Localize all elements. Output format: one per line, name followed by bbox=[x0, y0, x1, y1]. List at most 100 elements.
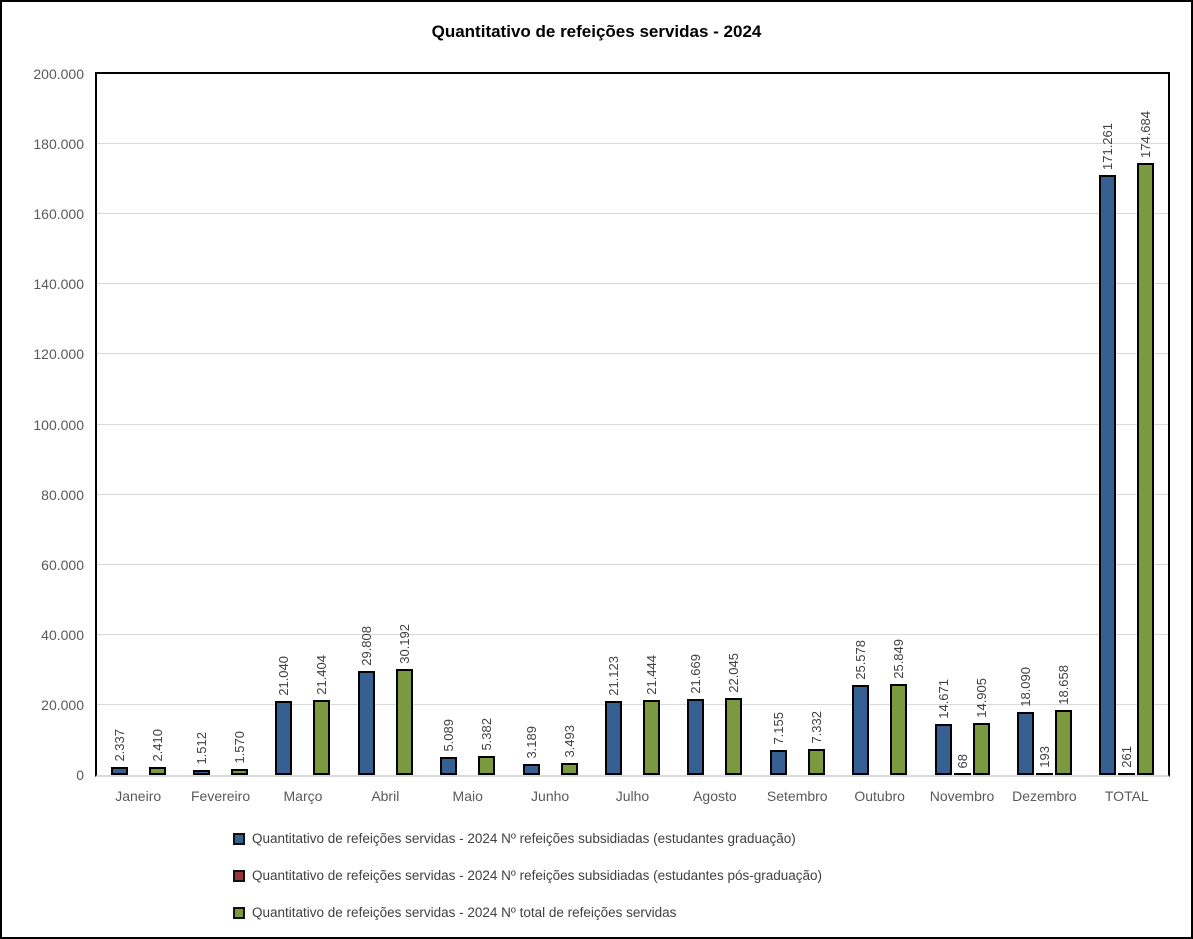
bar-value-label: 30.192 bbox=[396, 624, 413, 664]
y-axis-label: 120.000 bbox=[33, 346, 84, 363]
bar-value-label: 14.671 bbox=[935, 679, 952, 719]
bar-value-text: 3.493 bbox=[561, 725, 577, 758]
bar-value-label: 25.849 bbox=[890, 639, 907, 679]
bar-value-text: 21.404 bbox=[314, 655, 330, 695]
bar-value-label: 3.189 bbox=[523, 726, 540, 759]
x-axis-label: Setembro bbox=[766, 788, 828, 804]
bar bbox=[605, 701, 622, 775]
bar bbox=[1035, 773, 1053, 775]
bar-value-text: 1.512 bbox=[194, 732, 210, 765]
bar bbox=[522, 764, 540, 775]
bar-value-text: 1.570 bbox=[232, 731, 248, 764]
legend-swatch bbox=[233, 906, 245, 919]
bar bbox=[852, 685, 870, 775]
bar bbox=[769, 750, 787, 775]
y-axis-label: 80.000 bbox=[41, 486, 84, 503]
bar-value-label: 1.570 bbox=[231, 731, 248, 764]
bar-value-label: 29.808 bbox=[358, 626, 375, 666]
gridline bbox=[97, 703, 1168, 705]
legend-item: Quantitativo de refeições servidas - 202… bbox=[233, 867, 822, 884]
bar-value-text: 193 bbox=[1036, 746, 1052, 768]
bar-value-label: 7.332 bbox=[808, 711, 825, 744]
x-axis-label: Maio bbox=[452, 788, 483, 804]
bar-value-text: 7.332 bbox=[808, 711, 824, 744]
bar-value-label: 21.123 bbox=[605, 656, 622, 696]
bar-value-label: 21.404 bbox=[313, 655, 330, 695]
y-axis-label: 140.000 bbox=[33, 276, 84, 293]
gridline bbox=[97, 353, 1168, 355]
y-axis: 0 20.000 40.000 60.000 80.000 100.000 120.000 1… bbox=[2, 66, 88, 783]
bar-value-text: 18.658 bbox=[1055, 665, 1071, 705]
bar-value-label: 2.337 bbox=[111, 729, 128, 762]
x-axis-label: Fevereiro bbox=[190, 788, 251, 804]
bar bbox=[1118, 773, 1136, 775]
x-axis-label: Outubro bbox=[854, 788, 905, 804]
y-axis-label: 60.000 bbox=[41, 556, 84, 573]
bar-value-label: 25.578 bbox=[852, 640, 869, 680]
bar-value-label: 21.669 bbox=[687, 654, 704, 694]
bar-value-text: 261 bbox=[1119, 746, 1135, 768]
bar bbox=[440, 757, 458, 775]
bar-value-text: 21.444 bbox=[644, 655, 659, 695]
bar-value-label: 171.261 bbox=[1099, 123, 1116, 170]
gridline bbox=[97, 283, 1168, 285]
bar bbox=[890, 684, 908, 775]
bar bbox=[313, 700, 331, 775]
bar-value-label: 18.658 bbox=[1055, 665, 1072, 705]
gridline bbox=[97, 423, 1168, 425]
bar bbox=[395, 669, 413, 775]
x-axis-label: Abril bbox=[371, 788, 400, 804]
bar bbox=[1016, 712, 1034, 775]
y-axis-label: 200.000 bbox=[33, 66, 84, 82]
bar-value-text: 5.382 bbox=[479, 718, 495, 751]
legend-label: Quantitativo de refeições servidas - 202… bbox=[252, 905, 677, 920]
gridline bbox=[97, 213, 1168, 215]
bar bbox=[478, 756, 496, 775]
y-axis-label: 20.000 bbox=[41, 696, 84, 713]
bar-value-text: 21.123 bbox=[606, 656, 621, 696]
bar bbox=[357, 671, 375, 775]
x-axis-label: Agosto bbox=[693, 788, 737, 804]
bar-value-text: 2.410 bbox=[149, 729, 165, 762]
bar bbox=[560, 763, 578, 775]
bar-value-text: 14.905 bbox=[973, 678, 989, 718]
bar-value-label: 2.410 bbox=[149, 729, 166, 762]
bar bbox=[687, 699, 705, 775]
x-axis-label: Julho bbox=[615, 788, 650, 804]
gridline bbox=[97, 493, 1168, 495]
bar-value-text: 2.337 bbox=[111, 729, 127, 762]
legend-item: Quantitativo de refeições servidas - 202… bbox=[233, 830, 822, 847]
bar-value-label: 261 bbox=[1118, 746, 1135, 768]
bar-value-text: 3.189 bbox=[523, 726, 539, 759]
gridline bbox=[97, 143, 1168, 145]
bar-value-label: 14.905 bbox=[973, 678, 990, 718]
y-axis-label: 100.000 bbox=[33, 416, 84, 433]
gridline bbox=[97, 563, 1168, 565]
bar bbox=[807, 749, 825, 775]
bar-value-label: 193 bbox=[1036, 746, 1053, 768]
y-axis-label: 160.000 bbox=[33, 206, 84, 223]
bar-value-label: 3.493 bbox=[561, 725, 578, 758]
bar-value-text: 171.261 bbox=[1100, 123, 1116, 170]
bar-value-text: 7.155 bbox=[770, 712, 786, 745]
bar bbox=[972, 723, 990, 775]
bar bbox=[725, 698, 743, 775]
bar-value-text: 22.045 bbox=[726, 653, 742, 693]
x-axis-label: Novembro bbox=[929, 788, 995, 804]
bar-value-text: 174.684 bbox=[1138, 111, 1154, 158]
bar-value-label: 68 bbox=[954, 754, 971, 768]
legend: Quantitativo de refeições servidas - 202… bbox=[233, 830, 822, 937]
gridline bbox=[97, 633, 1168, 635]
bar-value-text: 30.192 bbox=[396, 624, 412, 664]
x-axis-label: TOTAL bbox=[1104, 788, 1149, 804]
bar bbox=[1054, 710, 1072, 775]
plot-area: 2.337 2.410 1.512 1.570 21.040 21.404 29.808 30… bbox=[95, 72, 1170, 777]
y-axis-label: 40.000 bbox=[41, 626, 84, 643]
bar-value-label: 5.382 bbox=[478, 718, 495, 751]
x-axis-label: Junho bbox=[531, 788, 570, 804]
bar bbox=[110, 767, 128, 775]
bar bbox=[953, 773, 971, 775]
bar-value-text: 68 bbox=[954, 753, 970, 768]
y-axis-label: 180.000 bbox=[33, 136, 84, 153]
